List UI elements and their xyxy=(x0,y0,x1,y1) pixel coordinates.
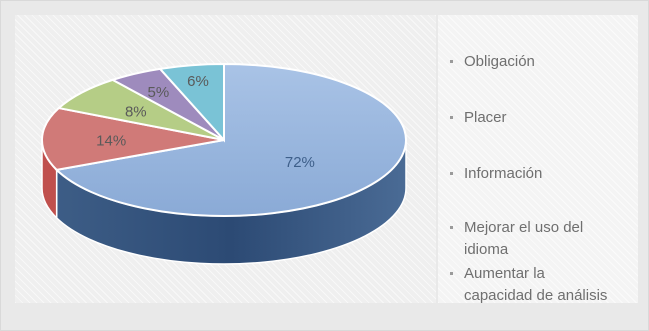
data-label: 5% xyxy=(148,84,170,101)
legend-bullet-icon xyxy=(450,272,453,275)
legend-label-line1: Mejorar el uso del xyxy=(464,219,584,236)
pie-slice xyxy=(41,106,225,171)
pie-slice xyxy=(158,62,225,143)
legend-label: Obligación xyxy=(464,53,535,70)
data-label: 14% xyxy=(96,132,126,149)
legend-label-line2: capacidad de análisis xyxy=(464,287,608,304)
legend-label: Placer xyxy=(464,109,507,126)
pie-top-layer xyxy=(41,62,407,217)
data-label: 8% xyxy=(125,104,147,121)
legend-label: Información xyxy=(464,165,543,182)
legend-label-line2: idioma xyxy=(464,241,509,258)
legend-bullet-icon xyxy=(450,116,453,119)
pie-slice xyxy=(54,62,407,217)
data-label: 72% xyxy=(285,154,315,171)
legend-bullet-icon xyxy=(450,60,453,63)
legend-bullet-icon xyxy=(450,226,453,229)
pie-label-layer: 72% 14% 8%5% 6% xyxy=(96,73,315,171)
legend-label-line1: Aumentar la xyxy=(464,265,545,282)
pie-chart: 72% 14% 8%5% 6% xyxy=(41,62,407,265)
legend-item-mejorar: Mejorar el uso del idioma xyxy=(450,217,636,261)
legend-item-informacion: Información xyxy=(450,163,636,185)
legend-bullet-icon xyxy=(450,172,453,175)
legend-item-aumentar: Aumentar la capacidad de análisis xyxy=(450,263,636,307)
legend-item-placer: Placer xyxy=(450,107,636,129)
plot-area: 72% 14% 8% 5% 6% xyxy=(15,15,436,303)
data-label: 6% xyxy=(187,73,209,90)
legend: Obligación Placer Información Mejorar el… xyxy=(438,15,638,304)
legend-item-obligacion: Obligación xyxy=(450,51,636,73)
